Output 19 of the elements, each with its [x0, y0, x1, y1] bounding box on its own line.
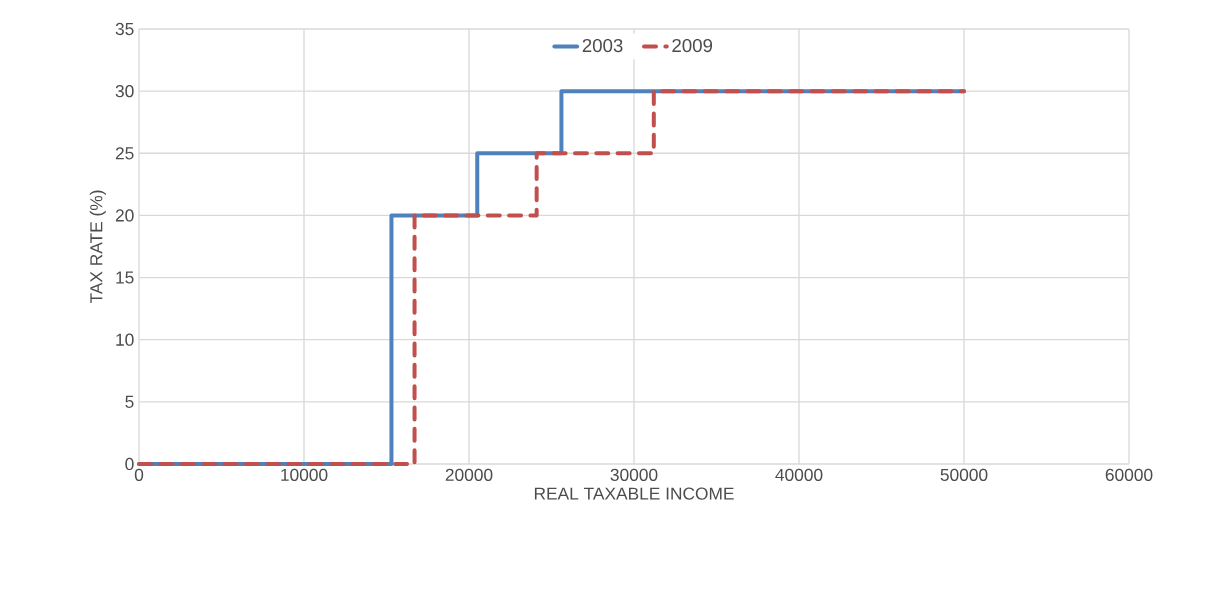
x-tick-label: 60000 — [1105, 468, 1153, 481]
y-tick-label: 20 — [115, 209, 134, 222]
x-tick-label: 10000 — [281, 468, 328, 481]
y-axis-title: TAX RATE (%) — [89, 190, 106, 304]
y-tick-label: 5 — [125, 395, 134, 408]
y-tick-label: 10 — [116, 333, 134, 346]
x-tick-label: 20000 — [445, 468, 493, 481]
y-tick-label: 30 — [115, 84, 134, 98]
x-tick-label: 40000 — [775, 468, 823, 481]
x-tick-label: 0 — [134, 468, 144, 481]
x-tick-label: 50000 — [940, 468, 988, 481]
y-tick-label: 15 — [116, 271, 134, 284]
y-tick-label: 25 — [115, 147, 134, 160]
x-tick-label: 30000 — [610, 468, 658, 481]
legend-label: 2009 — [672, 38, 713, 53]
y-tick-label: 35 — [115, 22, 134, 36]
y-tick-label: 0 — [125, 457, 134, 471]
x-axis-title: REAL TAXABLE INCOME — [534, 487, 734, 500]
legend-label: 2003 — [582, 38, 623, 53]
